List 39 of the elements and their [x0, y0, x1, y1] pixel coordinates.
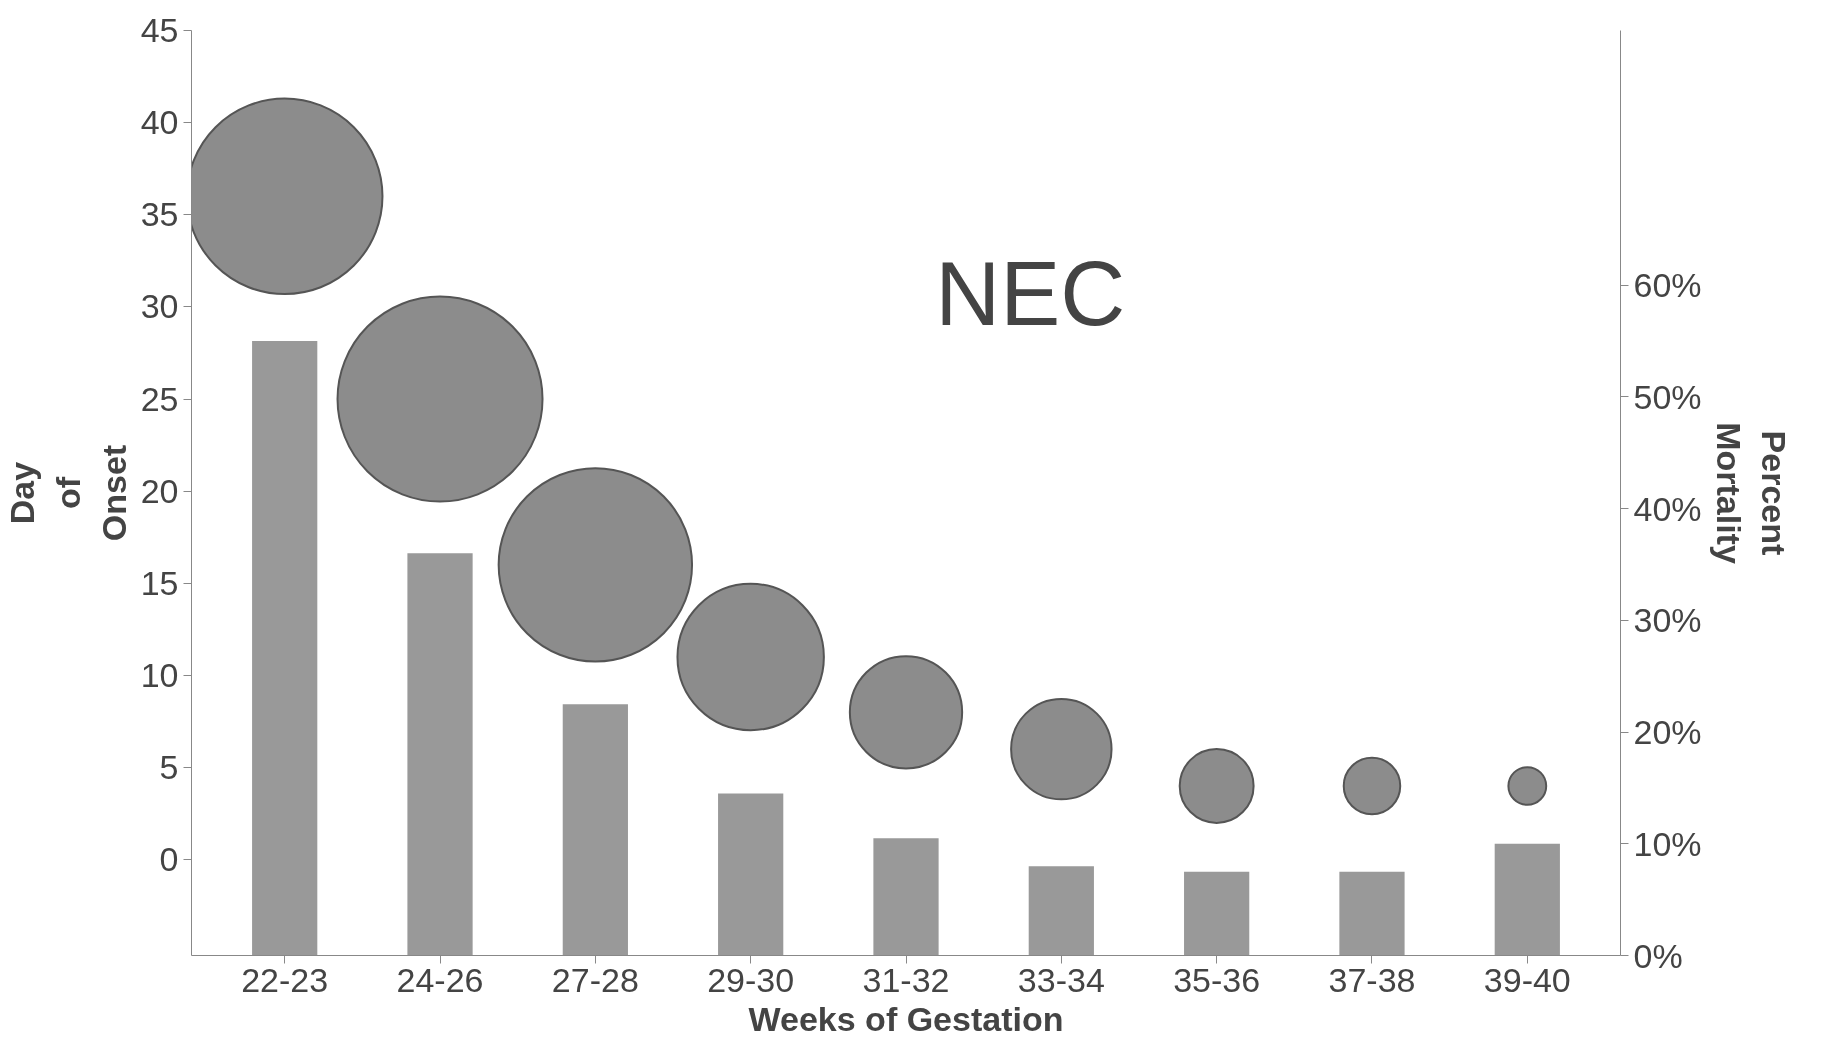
- y2-tick-label: 40%: [1633, 489, 1702, 528]
- x-axis-title: Weeks of Gestation: [748, 999, 1064, 1038]
- x-tick-label: 27-28: [551, 960, 639, 999]
- x-tick-label: 24-26: [396, 960, 484, 999]
- y-tick-label: 0: [159, 840, 179, 879]
- bar: [407, 553, 473, 956]
- x-tick-label: 22-23: [241, 960, 329, 999]
- y-tick-label: 15: [140, 563, 179, 602]
- x-tick-label: 39-40: [1483, 960, 1571, 999]
- x-tick-label: 33-34: [1017, 960, 1105, 999]
- y2-tick-label: 10%: [1633, 824, 1702, 863]
- x-tick-label: 31-32: [862, 960, 950, 999]
- y2-tick-label: 0%: [1633, 936, 1683, 975]
- y-tick-label: 45: [140, 11, 179, 49]
- y-tick-label: 40: [140, 103, 179, 142]
- bar: [252, 341, 318, 956]
- y2-tick-label: 20%: [1633, 713, 1702, 752]
- y-tick-label: 5: [159, 748, 179, 787]
- y-tick-label: 35: [140, 195, 179, 234]
- y2-tick-label: 60%: [1633, 266, 1702, 305]
- y2-axis-title: Percent Mortality: [1709, 422, 1794, 564]
- bar: [1494, 843, 1560, 956]
- x-tick-label: 35-36: [1173, 960, 1261, 999]
- y-axis-title: Day of Onset: [3, 444, 133, 542]
- x-tick-label: 29-30: [707, 960, 795, 999]
- bar: [1184, 871, 1250, 956]
- bar: [1028, 866, 1094, 956]
- y-tick-label: 30: [140, 287, 179, 326]
- y-tick-label: 20: [140, 471, 179, 510]
- y2-tick-label: 50%: [1633, 377, 1702, 416]
- x-tick-label: 37-38: [1328, 960, 1416, 999]
- annotation: NEC: [935, 243, 1126, 344]
- bar: [718, 793, 784, 956]
- y-tick-label: 10: [140, 655, 179, 694]
- bar: [873, 838, 939, 956]
- bar: [562, 704, 628, 956]
- bar: [1339, 871, 1405, 956]
- y-tick-label: 25: [140, 379, 179, 418]
- y2-tick-label: 30%: [1633, 601, 1702, 640]
